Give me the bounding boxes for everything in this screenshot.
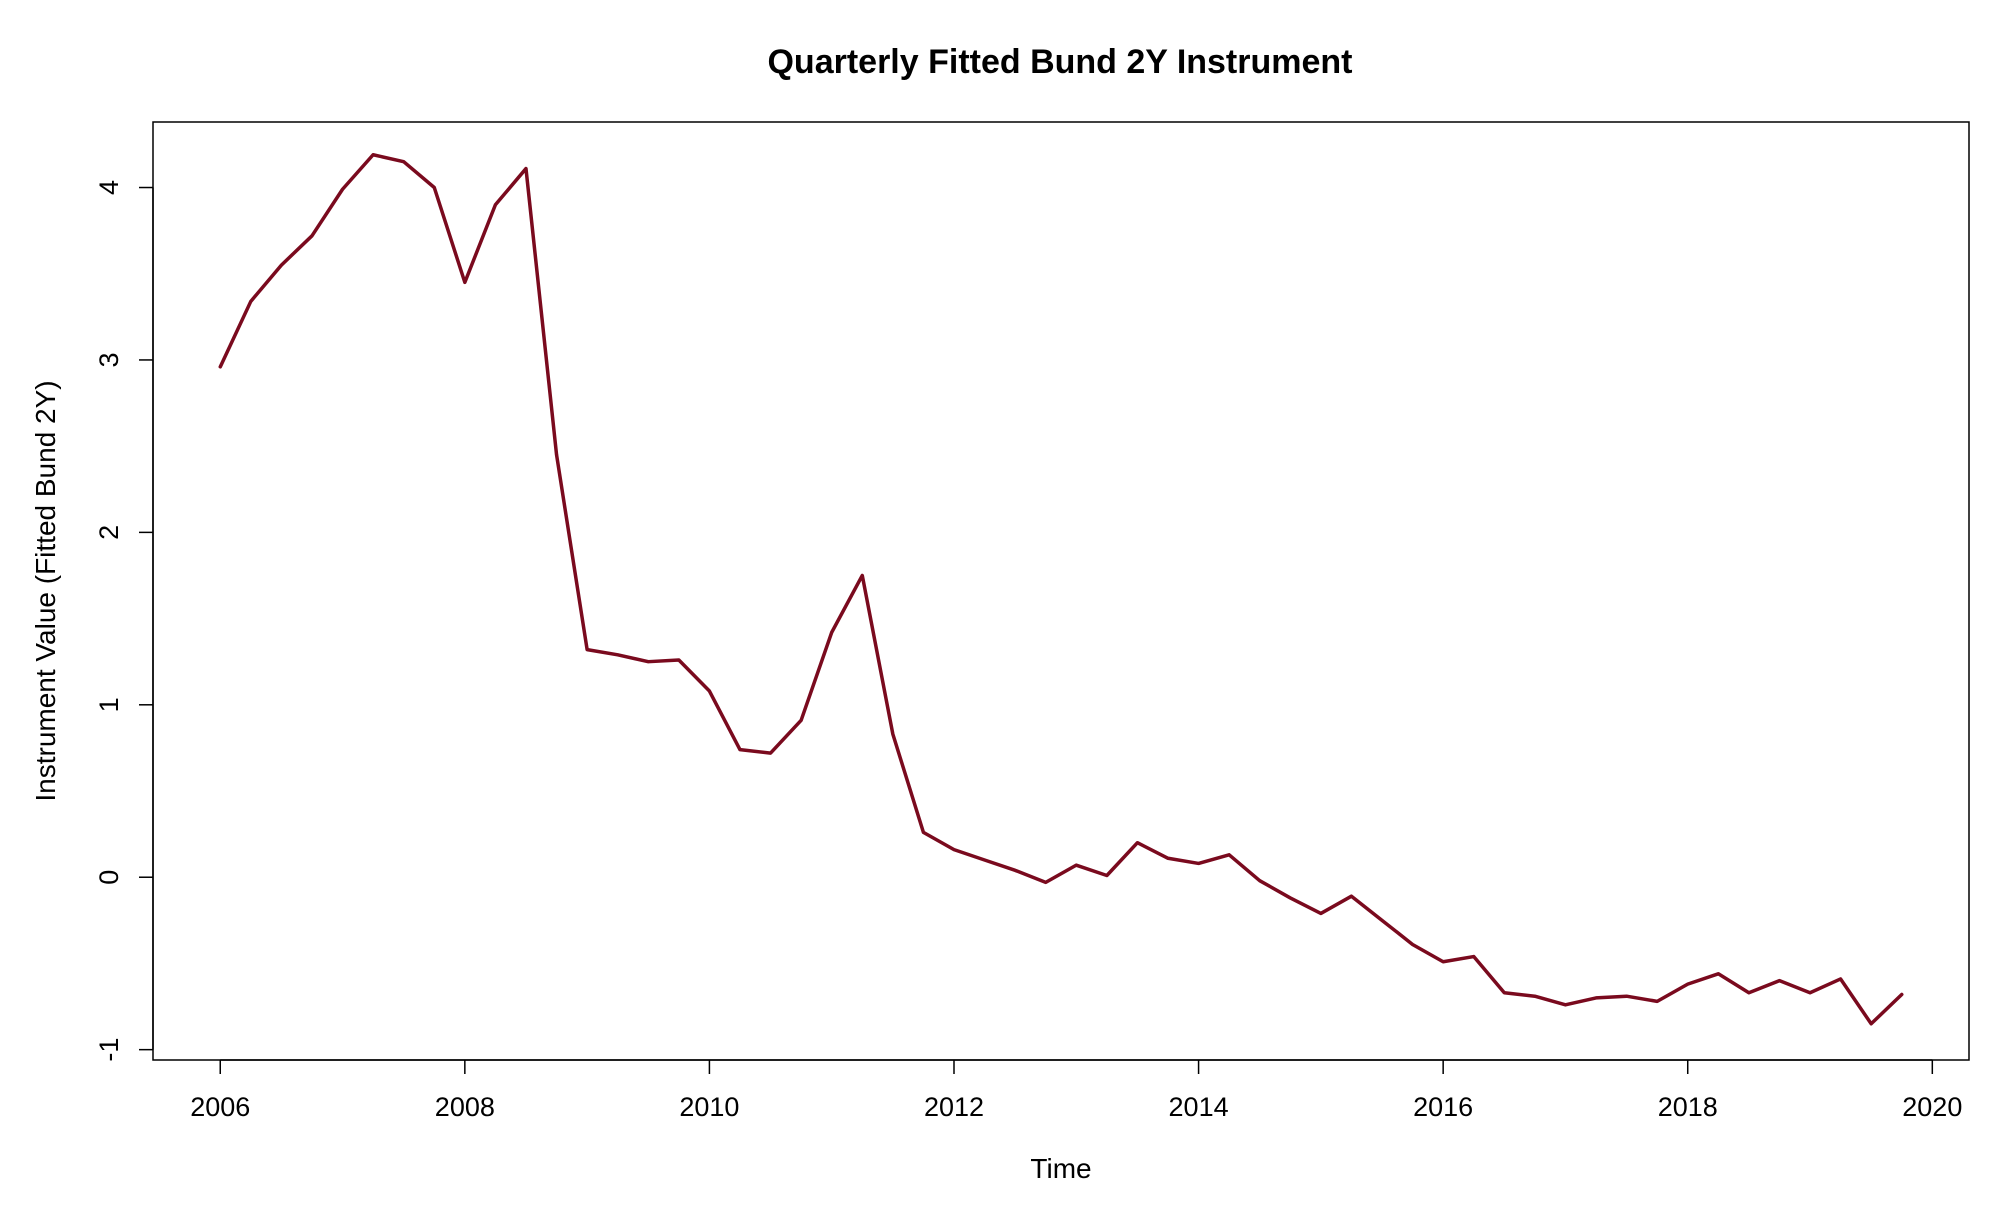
chart-title: Quarterly Fitted Bund 2Y Instrument [767, 43, 1352, 81]
series-line [218, 153, 1904, 1026]
x-axis: 2006 2008 2010 2012 2014 2016 2018 2020 [190, 1059, 1962, 1122]
x-tick-label: 2016 [1413, 1092, 1473, 1122]
y-tick-label: -1 [94, 1038, 124, 1062]
y-axis-label: Instrument Value (Fitted Bund 2Y) [30, 380, 61, 801]
y-tick-label: 4 [94, 180, 124, 195]
y-axis: -1 0 1 2 3 4 [94, 180, 154, 1062]
x-tick-label: 2010 [679, 1092, 739, 1122]
x-tick-label: 2006 [190, 1092, 250, 1122]
y-tick-label: 0 [94, 870, 124, 885]
y-tick-label: 2 [94, 525, 124, 540]
x-tick-label: 2014 [1169, 1092, 1229, 1122]
x-axis-label: Time [1030, 1153, 1091, 1184]
series-layer [218, 153, 1904, 1026]
x-tick-label: 2012 [924, 1092, 984, 1122]
plot-frame [152, 121, 1970, 1061]
y-tick-label: 1 [94, 697, 124, 712]
x-tick-label: 2008 [435, 1092, 495, 1122]
x-tick-label: 2020 [1902, 1092, 1962, 1122]
y-tick-label: 3 [94, 352, 124, 367]
x-tick-label: 2018 [1658, 1092, 1718, 1122]
